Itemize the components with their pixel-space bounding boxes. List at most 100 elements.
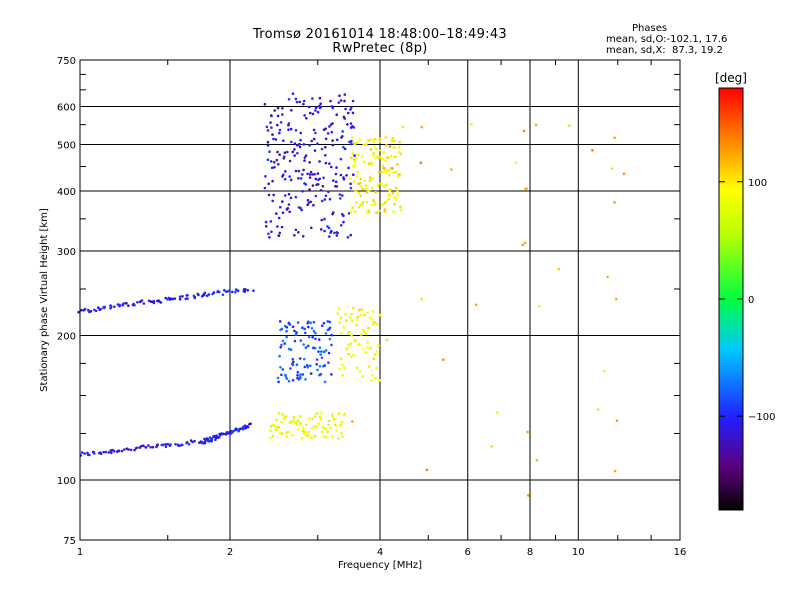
data-point bbox=[299, 421, 302, 425]
data-point bbox=[365, 190, 369, 194]
data-point bbox=[606, 275, 609, 279]
data-point bbox=[225, 290, 228, 294]
data-point bbox=[425, 468, 429, 472]
data-point bbox=[371, 323, 375, 326]
data-point bbox=[239, 427, 242, 431]
data-point bbox=[307, 105, 311, 109]
data-point bbox=[323, 229, 326, 233]
data-point bbox=[335, 185, 339, 188]
data-point bbox=[316, 172, 320, 175]
data-point bbox=[329, 426, 332, 430]
x-tick-label: 4 bbox=[377, 547, 383, 558]
data-point bbox=[377, 171, 380, 174]
data-point bbox=[348, 140, 351, 144]
data-point bbox=[596, 408, 600, 411]
data-point bbox=[382, 151, 386, 154]
data-point bbox=[335, 113, 339, 117]
data-point bbox=[386, 156, 390, 159]
data-point bbox=[296, 371, 300, 374]
data-point bbox=[613, 136, 616, 140]
data-point bbox=[350, 156, 353, 160]
data-point bbox=[283, 342, 287, 345]
data-point bbox=[341, 374, 345, 377]
data-point bbox=[327, 351, 331, 355]
data-point bbox=[340, 420, 344, 424]
data-point bbox=[383, 210, 387, 213]
data-point bbox=[361, 201, 365, 204]
data-point bbox=[342, 145, 345, 149]
data-point bbox=[387, 174, 391, 177]
grid bbox=[80, 60, 680, 540]
data-point bbox=[319, 372, 323, 376]
data-point bbox=[306, 172, 309, 176]
data-point bbox=[93, 452, 96, 455]
data-point bbox=[266, 129, 270, 132]
data-point bbox=[339, 99, 343, 102]
data-point bbox=[142, 302, 146, 305]
data-point bbox=[151, 445, 155, 449]
data-point bbox=[332, 211, 335, 214]
data-point bbox=[351, 99, 355, 103]
data-point bbox=[379, 170, 383, 174]
data-point bbox=[396, 190, 399, 193]
data-point bbox=[322, 176, 325, 180]
data-point bbox=[613, 201, 616, 204]
data-point bbox=[307, 325, 310, 329]
data-point bbox=[319, 418, 323, 421]
data-point bbox=[193, 439, 196, 443]
data-point bbox=[296, 151, 299, 155]
data-point bbox=[314, 109, 317, 112]
data-point bbox=[269, 220, 273, 223]
data-point bbox=[309, 364, 312, 368]
data-point bbox=[276, 123, 279, 127]
data-point bbox=[368, 138, 372, 142]
data-point bbox=[271, 179, 274, 183]
data-point bbox=[382, 170, 385, 173]
data-point bbox=[164, 445, 168, 449]
data-point bbox=[331, 106, 335, 110]
data-point bbox=[169, 443, 172, 446]
data-point bbox=[356, 170, 360, 174]
data-point bbox=[284, 170, 287, 173]
data-point bbox=[156, 443, 159, 447]
data-point bbox=[349, 342, 352, 346]
data-point bbox=[375, 322, 379, 326]
data-point bbox=[222, 432, 225, 436]
data-point bbox=[287, 192, 291, 196]
data-point bbox=[246, 425, 250, 429]
data-point bbox=[338, 367, 341, 371]
data-point bbox=[324, 145, 327, 149]
data-point bbox=[610, 167, 614, 170]
data-point bbox=[234, 427, 238, 431]
data-point bbox=[202, 293, 206, 297]
data-point bbox=[329, 99, 332, 103]
data-point bbox=[283, 151, 287, 154]
y-tick-label: 500 bbox=[57, 141, 76, 152]
data-point bbox=[288, 323, 292, 326]
data-point bbox=[275, 212, 278, 215]
data-point bbox=[295, 331, 298, 334]
data-point bbox=[326, 225, 329, 228]
data-point bbox=[302, 99, 306, 103]
data-point bbox=[303, 327, 307, 331]
y-tick-label: 100 bbox=[57, 476, 76, 487]
data-point bbox=[313, 435, 317, 438]
data-point bbox=[80, 451, 84, 454]
data-point bbox=[285, 335, 288, 339]
data-point bbox=[132, 302, 135, 306]
chart-title: Tromsø 20161014 18:48:00–18:49:43 bbox=[252, 27, 508, 42]
data-point bbox=[227, 289, 230, 293]
data-point bbox=[375, 367, 378, 370]
data-point bbox=[278, 153, 281, 156]
data-point bbox=[303, 365, 307, 369]
data-point bbox=[279, 366, 282, 369]
data-point bbox=[382, 167, 386, 170]
data-point bbox=[527, 494, 530, 497]
data-point bbox=[347, 352, 350, 356]
data-point bbox=[123, 448, 126, 451]
data-point bbox=[303, 357, 306, 361]
data-point bbox=[420, 297, 424, 301]
data-point bbox=[314, 194, 318, 198]
data-point bbox=[367, 210, 371, 214]
data-point bbox=[312, 320, 316, 324]
